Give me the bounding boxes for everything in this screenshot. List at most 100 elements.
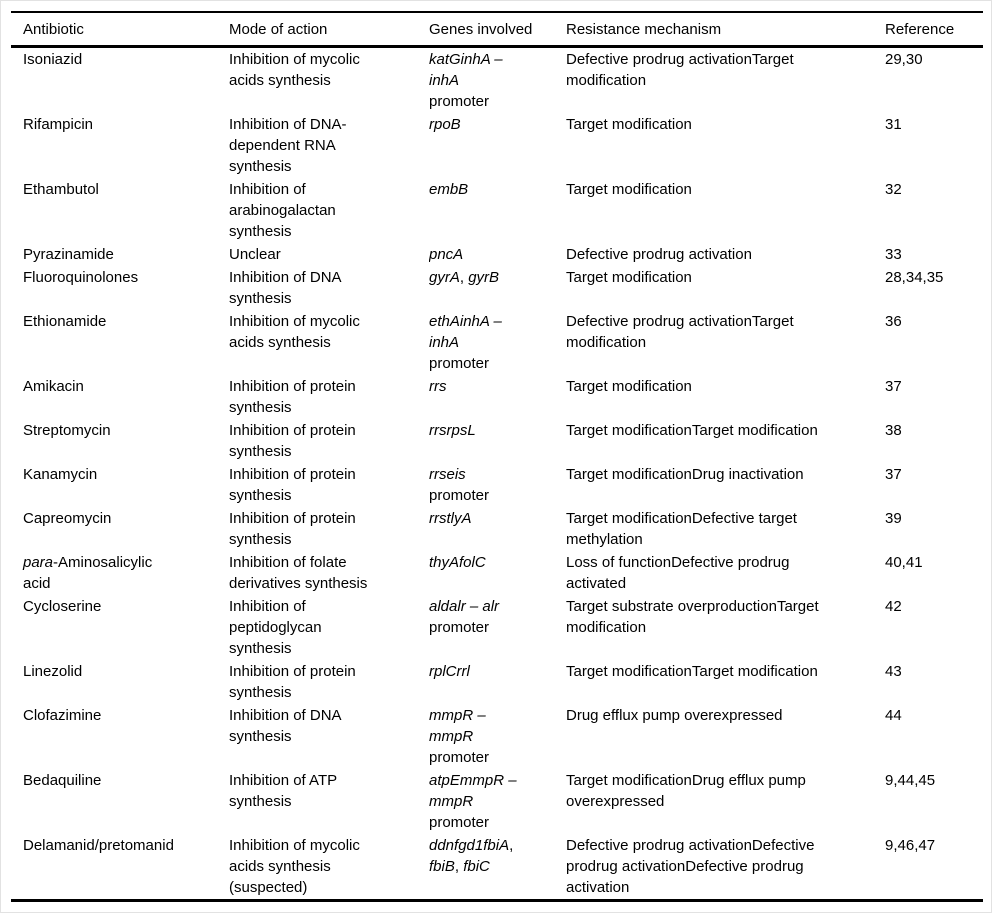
text-segment: synthesis <box>229 684 292 701</box>
cell-reference: 37 <box>885 375 983 419</box>
text-segment: synthesis <box>229 793 292 810</box>
cell-genes: rpoB <box>429 113 566 178</box>
text-segment: Target modificationDefective target <box>566 510 797 527</box>
gene-name-italic: inhA <box>429 334 460 351</box>
text-segment: Isoniazid <box>23 51 83 68</box>
cell-mode: Inhibition of mycolic acids synthesis <box>229 310 429 375</box>
cell-genes: ethAinhA – inhA promoter <box>429 310 566 375</box>
text-segment: promoter <box>429 487 490 504</box>
gene-name-italic: mmpR <box>429 793 474 810</box>
cell-reference: 44 <box>885 704 983 769</box>
gene-name-italic: mmpR – <box>429 707 486 724</box>
cell-antibiotic: Isoniazid <box>11 47 229 114</box>
gene-name-italic: rpoB <box>429 116 461 133</box>
text-segment: 32 <box>885 181 902 198</box>
column-header-mechanism: Resistance mechanism <box>566 12 885 48</box>
cell-genes: atpEmmpR – mmpR promoter <box>429 769 566 834</box>
cell-genes: rrseis promoter <box>429 463 566 507</box>
text-segment: peptidoglycan <box>229 619 322 636</box>
text-segment: Target modificationDrug inactivation <box>566 466 804 483</box>
table-row: para-Aminosalicylic acid Inhibition of fol… <box>11 551 983 595</box>
text-segment: 44 <box>885 707 902 724</box>
cell-mode: Inhibition of mycolic acids synthesis <box>229 47 429 114</box>
table-row: Isoniazid Inhibition of mycolic acids synt… <box>11 47 983 114</box>
text-segment: synthesis <box>229 443 292 460</box>
table-row: Amikacin Inhibition of protein synthesis rr… <box>11 375 983 419</box>
table-row: Kanamycin Inhibition of protein synthesis r… <box>11 463 983 507</box>
cell-mechanism: Target modification <box>566 375 885 419</box>
text-segment: Inhibition of protein <box>229 422 356 439</box>
text-segment: modification <box>566 334 647 351</box>
text-segment: derivatives synthesis <box>229 575 368 592</box>
text-segment: Cycloserine <box>23 598 102 615</box>
cell-antibiotic: Ethionamide <box>11 310 229 375</box>
cell-reference: 38 <box>885 419 983 463</box>
cell-reference: 31 <box>885 113 983 178</box>
text-segment: Inhibition of mycolic <box>229 313 360 330</box>
cell-antibiotic: Delamanid/pretomanid <box>11 834 229 901</box>
cell-mode: Inhibition of protein synthesis <box>229 660 429 704</box>
text-segment: 9,46,47 <box>885 837 936 854</box>
gene-name-italic: mmpR <box>429 728 474 745</box>
text-segment: synthesis <box>229 158 292 175</box>
cell-reference: 39 <box>885 507 983 551</box>
cell-reference: 9,44,45 <box>885 769 983 834</box>
cell-mechanism: Target modificationTarget modification <box>566 419 885 463</box>
cell-genes: gyrA, gyrB <box>429 266 566 310</box>
cell-mode: Inhibition of protein synthesis <box>229 463 429 507</box>
cell-genes: rrs <box>429 375 566 419</box>
text-segment: Clofazimine <box>23 707 102 724</box>
cell-mechanism: Target modification <box>566 266 885 310</box>
text-segment: Defective prodrug activationTarget <box>566 313 794 330</box>
text-segment: synthesis <box>229 223 292 240</box>
cell-reference: 29,30 <box>885 47 983 114</box>
text-segment: Target modificationDrug efflux pump <box>566 772 806 789</box>
text-segment: Target modification <box>566 378 692 395</box>
cell-mechanism: Target modificationDefective target methy… <box>566 507 885 551</box>
cell-reference: 37 <box>885 463 983 507</box>
cell-antibiotic: para-Aminosalicylic acid <box>11 551 229 595</box>
table-row: Pyrazinamide Unclear pncA Defective prodrug… <box>11 243 983 266</box>
cell-antibiotic: Cycloserine <box>11 595 229 660</box>
text-segment: 36 <box>885 313 902 330</box>
text-segment: Inhibition of protein <box>229 378 356 395</box>
text-segment: 37 <box>885 378 902 395</box>
gene-name-italic: atpEmmpR – <box>429 772 517 789</box>
cell-mode: Inhibition of ATP synthesis <box>229 769 429 834</box>
text-segment: Inhibition of DNA <box>229 269 342 286</box>
text-segment: acid <box>23 575 51 592</box>
cell-genes: embB <box>429 178 566 243</box>
text-segment: , <box>509 837 514 854</box>
table-row: Clofazimine Inhibition of DNA synthesis mmp… <box>11 704 983 769</box>
text-segment: modification <box>566 72 647 89</box>
text-segment: Unclear <box>229 246 281 263</box>
cell-mechanism: Target modificationTarget modification <box>566 660 885 704</box>
text-segment: Ethionamide <box>23 313 107 330</box>
text-segment: Inhibition of protein <box>229 466 356 483</box>
text-segment: Inhibition of protein <box>229 510 356 527</box>
cell-antibiotic: Streptomycin <box>11 419 229 463</box>
text-segment: promoter <box>429 749 490 766</box>
cell-mechanism: Defective prodrug activationDefective pro… <box>566 834 885 901</box>
text-segment: Target modification <box>566 269 692 286</box>
cell-mode: Inhibition of DNA synthesis <box>229 266 429 310</box>
text-segment: acids synthesis <box>229 858 331 875</box>
gene-name-italic: rplCrrl <box>429 663 470 680</box>
text-segment: 31 <box>885 116 902 133</box>
cell-antibiotic: Rifampicin <box>11 113 229 178</box>
cell-genes: rrstlyA <box>429 507 566 551</box>
text-segment: 28,34,35 <box>885 269 944 286</box>
text-segment: Target modificationTarget modification <box>566 663 818 680</box>
text-segment: 43 <box>885 663 902 680</box>
column-header-antibiotic: Antibiotic <box>11 12 229 48</box>
table-row: Capreomycin Inhibition of protein synthesi… <box>11 507 983 551</box>
cell-genes: ddnfgd1fbiA, fbiB, fbiC <box>429 834 566 901</box>
cell-reference: 28,34,35 <box>885 266 983 310</box>
table-row: Rifampicin Inhibition of DNA-dependent RN… <box>11 113 983 178</box>
cell-antibiotic: Clofazimine <box>11 704 229 769</box>
cell-reference: 32 <box>885 178 983 243</box>
table-row: Bedaquiline Inhibition of ATP synthesis atp… <box>11 769 983 834</box>
gene-name-italic: aldalr – alr <box>429 598 500 615</box>
text-segment: synthesis <box>229 640 292 657</box>
text-segment: Loss of functionDefective prodrug <box>566 554 790 571</box>
